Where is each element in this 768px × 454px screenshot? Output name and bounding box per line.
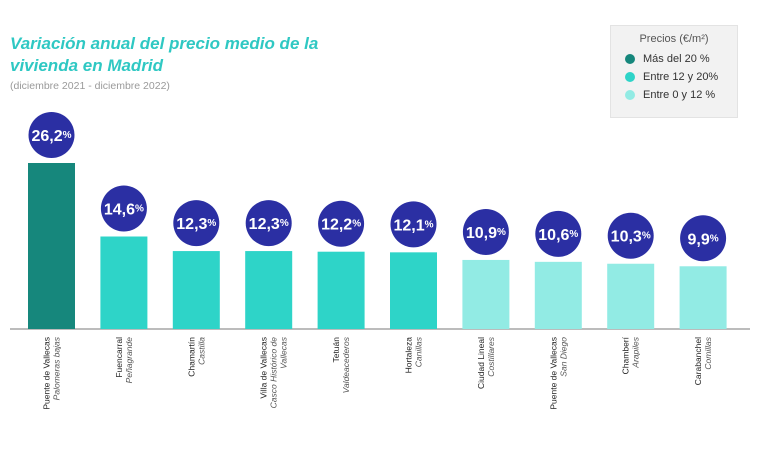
bar [245, 251, 293, 329]
data-label: 10,3% [611, 229, 651, 246]
data-label-percent: % [710, 233, 719, 244]
bar [390, 252, 437, 329]
x-tick-district: Fuencarral [114, 337, 124, 378]
data-label-percent: % [352, 219, 361, 230]
x-tick-neighborhood: Arapiles [631, 336, 641, 368]
legend-label: Entre 12 y 20% [643, 70, 719, 83]
value-bubble [28, 112, 75, 158]
data-label-percent: % [280, 218, 289, 229]
data-label: 9,9% [688, 231, 719, 248]
bar [534, 261, 582, 329]
data-label-number: 10,3 [611, 229, 642, 246]
x-tick-district: Puente de Vallecas [548, 337, 558, 410]
x-tick-label: Hortaleza Canillas [404, 336, 424, 373]
legend-swatch-dark [625, 53, 635, 64]
data-label: 12,3% [176, 216, 216, 233]
data-label-percent: % [135, 203, 144, 214]
bar [679, 266, 727, 329]
x-tick-district: Hortaleza [404, 337, 414, 374]
legend-item-over-20: Más del 20 % [625, 50, 737, 67]
x-tick-district: Carabanchel [693, 337, 703, 385]
bar [607, 263, 655, 329]
bar [172, 251, 220, 329]
x-tick-neighborhood: Castilla [196, 337, 206, 365]
data-label-number: 9,9 [688, 231, 710, 248]
x-tick-district: Ciudad Lineal [476, 337, 486, 389]
data-label: 10,6% [538, 227, 578, 244]
x-tick-neighborhood: Vallecas [279, 336, 289, 369]
data-label: 12,2% [321, 217, 361, 234]
data-label-number: 14,6 [104, 201, 135, 218]
legend-swatch-medium [625, 71, 635, 82]
data-label-number: 26,2 [31, 128, 62, 145]
bar [462, 259, 510, 329]
x-tick-label: Fuencarral Peñagrande [114, 337, 134, 384]
data-label-percent: % [425, 219, 434, 230]
x-tick-neighborhood: Costillares [486, 336, 496, 376]
legend-item-0-12: Entre 0 y 12 % [625, 86, 737, 103]
data-label-number: 10,6 [538, 227, 569, 244]
data-label: 14,6% [104, 201, 144, 218]
value-bubble [390, 201, 437, 248]
value-bubble [173, 200, 220, 247]
bar [28, 163, 75, 329]
value-bubble [100, 185, 147, 232]
chart-subtitle: (diciembre 2021 - diciembre 2022) [10, 80, 170, 92]
data-label-percent: % [569, 229, 578, 240]
legend-title: Precios (€/m²) [639, 33, 709, 45]
x-tick-neighborhood: Valdeacederos [341, 336, 351, 393]
data-label: 10,9% [466, 225, 506, 242]
x-tick-label: Ciudad Lineal Costillares [476, 336, 496, 389]
data-label-percent: % [497, 227, 506, 238]
x-tick-label: Puente de Vallecas Palomeras bajas [42, 336, 62, 409]
data-label-percent: % [63, 130, 72, 141]
value-bubble [535, 210, 582, 257]
data-label: 26,2% [31, 128, 71, 145]
x-tick-district: Villa de Vallecas [259, 337, 269, 399]
data-label-number: 12,3 [176, 216, 207, 233]
x-tick-label: Tetuán Valdeacederos [331, 336, 351, 393]
value-bubble [607, 212, 654, 259]
x-tick-district: Tetuán [331, 337, 341, 363]
x-tick-district: Chamartín [186, 337, 196, 377]
data-label: 12,1% [393, 217, 433, 234]
legend-label: Entre 0 y 12 % [643, 88, 716, 101]
x-tick-neighborhood: Canillas [414, 336, 424, 367]
data-label: 12,3% [249, 216, 289, 233]
legend: Precios (€/m²) Más del 20 % Entre 12 y 2… [610, 25, 738, 118]
legend-swatch-light [625, 89, 635, 100]
x-tick-label: Villa de Vallecas Casco Histórico de Valle… [259, 336, 289, 408]
x-tick-label: Chamartín Castilla [186, 337, 206, 377]
chart-title: Variación anual del precio medio de la v… [10, 34, 319, 75]
x-tick-neighborhood: Palomeras bajas [52, 336, 62, 400]
bar [100, 236, 148, 329]
x-tick-label: Carabanchel Comillas [693, 336, 713, 385]
x-tick-district: Puente de Vallecas [42, 337, 52, 410]
x-tick-neighborhood: Peñagrande [124, 337, 134, 384]
legend-label: Más del 20 % [643, 52, 710, 65]
legend-item-12-20: Entre 12 y 20% [625, 68, 737, 85]
x-tick-label: Puente de Vallecas San Diego [548, 337, 568, 410]
x-tick-neighborhood: Comillas [703, 336, 713, 369]
x-tick-neighborhood: Casco Histórico de [269, 337, 279, 409]
value-bubble [462, 208, 509, 255]
data-label-percent: % [642, 231, 651, 242]
value-bubble [318, 200, 365, 247]
x-tick-label: Chamberí Arapiles [621, 336, 641, 374]
x-tick-neighborhood: San Diego [558, 337, 568, 377]
data-label-number: 10,9 [466, 225, 497, 242]
data-label-number: 12,1 [393, 217, 424, 234]
data-label-percent: % [207, 218, 216, 229]
data-label-number: 12,3 [249, 216, 280, 233]
bar [317, 251, 365, 329]
x-tick-district: Chamberí [621, 336, 631, 374]
value-bubble [245, 200, 292, 247]
data-label-number: 12,2 [321, 217, 352, 234]
value-bubble [680, 215, 727, 262]
